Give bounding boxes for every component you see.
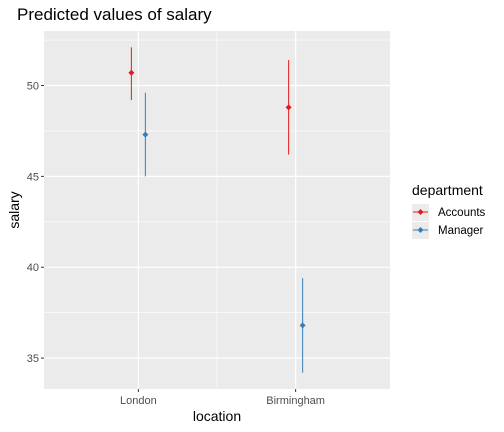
y-axis-ticks: 35 40 45 50 <box>27 81 44 365</box>
data-point <box>285 104 292 111</box>
y-axis-title: salary <box>6 191 22 228</box>
y-tick-label: 35 <box>27 353 39 365</box>
y-tick-label: 45 <box>27 171 39 183</box>
legend-label: Accounts <box>438 207 486 219</box>
legend-item-manager: Manager <box>412 222 484 239</box>
series-accounts <box>128 47 292 155</box>
data-point <box>299 322 306 329</box>
data-point <box>142 131 149 138</box>
legend-key-point <box>417 227 424 233</box>
chart-title: Predicted values of salary <box>17 5 212 24</box>
legend-label: Manager <box>438 225 484 237</box>
minor-gridlines <box>44 31 390 389</box>
legend-item-accounts: Accounts <box>412 204 486 221</box>
major-gridlines <box>44 31 390 389</box>
legend-title: department <box>412 182 483 198</box>
x-axis-title: location <box>193 408 241 424</box>
legend-key-point <box>417 209 424 215</box>
x-tick-label: Birmingham <box>266 395 325 407</box>
series-manager <box>142 92 306 373</box>
x-axis-ticks: London Birmingham <box>120 389 325 407</box>
legend: department Accounts Manager <box>412 182 486 239</box>
x-tick-label: London <box>120 395 157 407</box>
y-tick-label: 50 <box>27 81 39 93</box>
data-marks <box>128 47 306 373</box>
y-tick-label: 40 <box>27 262 39 274</box>
data-point <box>128 69 135 76</box>
